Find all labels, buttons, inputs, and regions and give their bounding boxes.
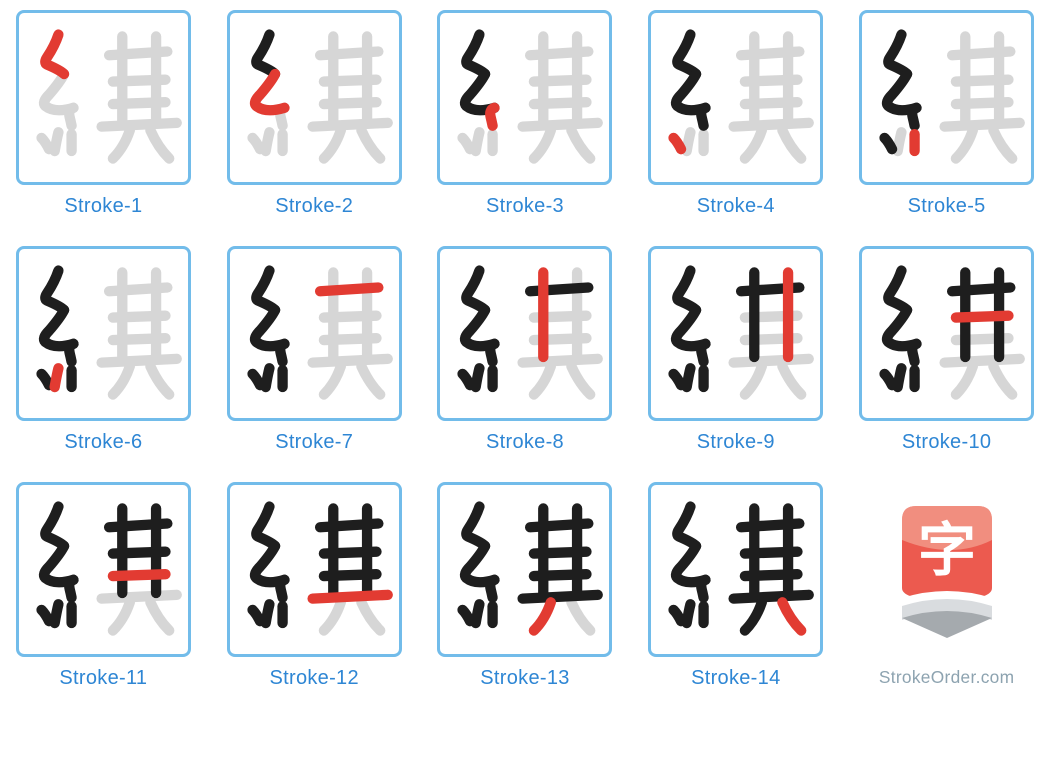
stroke-order-grid: Stroke-1 Stroke-2 Stroke-3 Stroke-4 Stroke-5… — [12, 10, 1038, 690]
stroke-diagram — [651, 485, 820, 654]
stroke-tile — [648, 10, 823, 185]
stroke-label: Stroke-1 — [64, 195, 142, 218]
stroke-tile — [648, 246, 823, 421]
stroke-label: Stroke-7 — [275, 431, 353, 454]
stroke-label: Stroke-11 — [59, 667, 147, 690]
stroke-tile — [16, 246, 191, 421]
stroke-tile — [227, 482, 402, 657]
stroke-cell: Stroke-7 — [223, 246, 406, 454]
stroke-diagram — [230, 13, 399, 182]
stroke-label: Stroke-12 — [269, 667, 358, 690]
stroke-cell: Stroke-5 — [855, 10, 1038, 218]
stroke-diagram — [651, 249, 820, 418]
stroke-diagram — [440, 249, 609, 418]
logo-cell: 字 StrokeOrder.com — [855, 482, 1038, 690]
stroke-diagram — [440, 485, 609, 654]
stroke-cell: Stroke-11 — [12, 482, 195, 690]
stroke-tile — [437, 482, 612, 657]
stroke-tile — [16, 10, 191, 185]
stroke-cell: Stroke-12 — [223, 482, 406, 690]
stroke-diagram — [19, 13, 188, 182]
stroke-tile — [227, 246, 402, 421]
stroke-label: Stroke-10 — [902, 431, 991, 454]
stroke-label: Stroke-6 — [64, 431, 142, 454]
stroke-label: Stroke-8 — [486, 431, 564, 454]
stroke-diagram — [862, 249, 1031, 418]
stroke-tile — [437, 246, 612, 421]
stroke-cell: Stroke-8 — [434, 246, 617, 454]
stroke-diagram — [230, 249, 399, 418]
stroke-cell: Stroke-9 — [644, 246, 827, 454]
logo-char: 字 — [918, 518, 976, 583]
stroke-label: Stroke-2 — [275, 195, 353, 218]
stroke-diagram — [19, 249, 188, 418]
stroke-label: Stroke-13 — [480, 667, 569, 690]
stroke-cell: Stroke-13 — [434, 482, 617, 690]
stroke-label: Stroke-3 — [486, 195, 564, 218]
stroke-tile — [859, 10, 1034, 185]
stroke-label: Stroke-4 — [697, 195, 775, 218]
watermark-text: StrokeOrder.com — [879, 667, 1014, 688]
stroke-label: Stroke-9 — [697, 431, 775, 454]
stroke-diagram — [19, 485, 188, 654]
stroke-cell: Stroke-14 — [644, 482, 827, 690]
stroke-cell: Stroke-2 — [223, 10, 406, 218]
stroke-tile — [648, 482, 823, 657]
stroke-label: Stroke-14 — [691, 667, 780, 690]
stroke-diagram — [440, 13, 609, 182]
stroke-cell: Stroke-10 — [855, 246, 1038, 454]
stroke-tile — [227, 10, 402, 185]
logo-tile: 字 — [859, 482, 1034, 657]
stroke-cell: Stroke-3 — [434, 10, 617, 218]
stroke-tile — [437, 10, 612, 185]
stroke-diagram — [862, 13, 1031, 182]
stroke-cell: Stroke-6 — [12, 246, 195, 454]
stroke-diagram — [651, 13, 820, 182]
stroke-cell: Stroke-4 — [644, 10, 827, 218]
pencil-logo-icon: 字 — [882, 500, 1012, 640]
stroke-tile — [16, 482, 191, 657]
stroke-diagram — [230, 485, 399, 654]
stroke-label: Stroke-5 — [908, 195, 986, 218]
stroke-cell: Stroke-1 — [12, 10, 195, 218]
stroke-tile — [859, 246, 1034, 421]
